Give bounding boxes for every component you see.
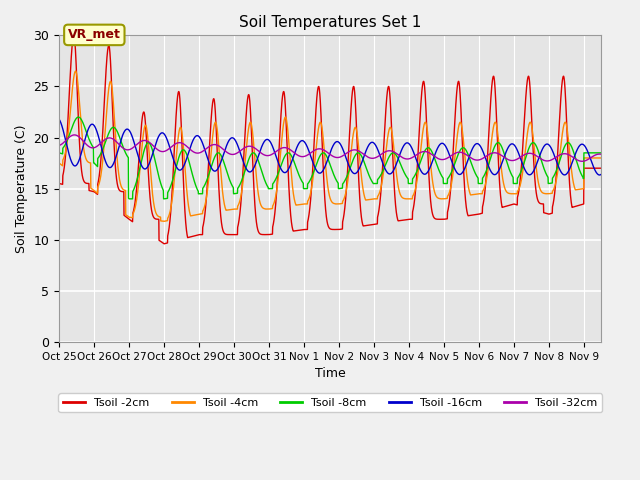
Tsoil -8cm — [381, 165, 388, 170]
Tsoil -32cm — [154, 147, 161, 153]
Tsoil -32cm — [70, 132, 78, 138]
Tsoil -8cm — [501, 154, 509, 159]
X-axis label: Time: Time — [315, 367, 346, 380]
Tsoil -8cm — [262, 181, 270, 187]
Tsoil -2cm — [70, 33, 77, 38]
Line: Tsoil -4cm: Tsoil -4cm — [59, 71, 601, 221]
Tsoil -4cm — [381, 161, 388, 167]
Tsoil -4cm — [262, 206, 270, 212]
Tsoil -4cm — [55, 160, 63, 166]
Tsoil -2cm — [408, 216, 416, 222]
Tsoil -8cm — [154, 170, 162, 176]
Line: Tsoil -32cm: Tsoil -32cm — [59, 135, 601, 161]
Tsoil -4cm — [501, 186, 509, 192]
Tsoil -16cm — [460, 168, 467, 173]
Tsoil -8cm — [125, 196, 133, 202]
Tsoil -16cm — [501, 152, 509, 158]
Tsoil -2cm — [381, 130, 388, 136]
Tsoil -8cm — [55, 150, 63, 156]
Tsoil -32cm — [381, 149, 388, 155]
Tsoil -2cm — [262, 232, 270, 238]
Tsoil -32cm — [597, 151, 605, 157]
Title: Soil Temperatures Set 1: Soil Temperatures Set 1 — [239, 15, 421, 30]
Tsoil -8cm — [408, 180, 416, 186]
Text: VR_met: VR_met — [68, 28, 121, 41]
Tsoil -4cm — [72, 68, 79, 74]
Tsoil -32cm — [262, 153, 270, 158]
Tsoil -2cm — [501, 204, 509, 209]
Y-axis label: Soil Temperature (C): Soil Temperature (C) — [15, 124, 28, 253]
Legend: Tsoil -2cm, Tsoil -4cm, Tsoil -8cm, Tsoil -16cm, Tsoil -32cm: Tsoil -2cm, Tsoil -4cm, Tsoil -8cm, Tsoi… — [58, 394, 602, 412]
Tsoil -4cm — [460, 143, 468, 148]
Tsoil -16cm — [154, 136, 161, 142]
Tsoil -16cm — [597, 171, 605, 177]
Line: Tsoil -8cm: Tsoil -8cm — [59, 117, 601, 199]
Tsoil -2cm — [597, 165, 605, 171]
Tsoil -2cm — [154, 216, 161, 222]
Tsoil -2cm — [160, 241, 168, 247]
Tsoil -4cm — [154, 213, 161, 219]
Tsoil -4cm — [597, 155, 605, 161]
Tsoil -4cm — [408, 196, 416, 202]
Tsoil -16cm — [55, 116, 63, 122]
Line: Tsoil -2cm: Tsoil -2cm — [59, 36, 601, 244]
Tsoil -8cm — [74, 114, 82, 120]
Tsoil -16cm — [408, 145, 415, 151]
Tsoil -4cm — [160, 218, 168, 224]
Tsoil -2cm — [460, 173, 468, 179]
Line: Tsoil -16cm: Tsoil -16cm — [59, 119, 601, 175]
Tsoil -8cm — [460, 145, 468, 151]
Tsoil -32cm — [55, 143, 63, 148]
Tsoil -32cm — [460, 150, 468, 156]
Tsoil -32cm — [578, 158, 586, 164]
Tsoil -8cm — [597, 150, 605, 156]
Tsoil -32cm — [501, 155, 509, 161]
Tsoil -16cm — [596, 172, 604, 178]
Tsoil -2cm — [55, 180, 63, 186]
Tsoil -16cm — [380, 164, 388, 170]
Tsoil -32cm — [408, 155, 415, 161]
Tsoil -16cm — [262, 137, 270, 143]
